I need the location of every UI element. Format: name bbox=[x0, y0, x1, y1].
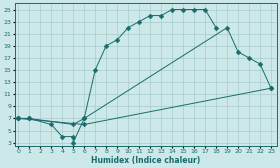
X-axis label: Humidex (Indice chaleur): Humidex (Indice chaleur) bbox=[91, 156, 200, 164]
